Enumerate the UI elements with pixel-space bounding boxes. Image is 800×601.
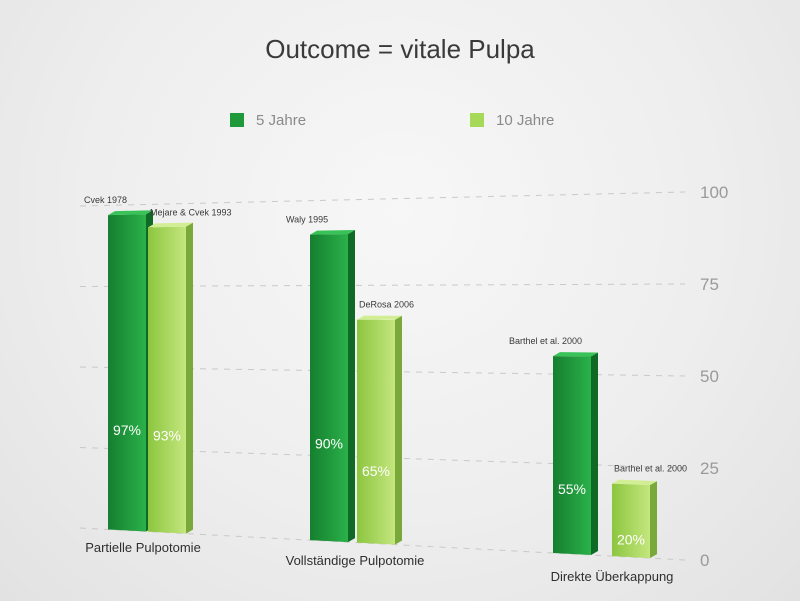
bar-5-jahre-vollstaendige-side bbox=[348, 230, 355, 543]
bar-5-jahre-partielle-top bbox=[108, 210, 153, 216]
legend-swatch-5-jahre bbox=[230, 113, 244, 127]
legend-swatch-10-jahre bbox=[470, 113, 484, 127]
bar-10-jahre-vollstaendige-top bbox=[357, 315, 402, 320]
bar-10-jahre-partielle bbox=[148, 226, 186, 534]
bar-5-jahre-partielle bbox=[108, 214, 146, 532]
source-label-5-jahre-vollstaendige: Waly 1995 bbox=[286, 215, 328, 225]
bar-5-jahre-direkte bbox=[553, 356, 591, 556]
y-tick-label-0: 0 bbox=[700, 551, 709, 570]
value-label-10-jahre-vollstaendige: 65% bbox=[362, 463, 390, 479]
bar-10-jahre-partielle-side bbox=[186, 222, 193, 534]
gridline-100 bbox=[79, 191, 686, 207]
bar-10-jahre-vollstaendige bbox=[357, 319, 395, 545]
bar-10-jahre-direkte-side bbox=[650, 481, 657, 559]
bar-5-jahre-direkte-top bbox=[553, 352, 598, 357]
bar-10-jahre-direkte-top bbox=[612, 479, 657, 486]
value-label-5-jahre-partielle: 97% bbox=[113, 422, 141, 438]
category-label-vollstaendige: Vollständige Pulpotomie bbox=[286, 553, 425, 568]
source-label-5-jahre-direkte: Barthel et al. 2000 bbox=[509, 336, 582, 346]
y-tick-label-25: 25 bbox=[700, 459, 719, 478]
category-label-partielle: Partielle Pulpotomie bbox=[85, 540, 201, 555]
source-label-10-jahre-vollstaendige: DeRosa 2006 bbox=[359, 300, 414, 310]
value-label-10-jahre-direkte: 20% bbox=[617, 531, 645, 547]
category-label-direkte: Direkte Überkappung bbox=[551, 569, 674, 584]
legend-label-10-jahre: 10 Jahre bbox=[496, 111, 555, 129]
y-tick-label-50: 50 bbox=[700, 367, 719, 386]
value-label-5-jahre-vollstaendige: 90% bbox=[315, 436, 343, 452]
bar-10-jahre-vollstaendige-side bbox=[395, 315, 402, 545]
source-label-5-jahre-partielle: Cvek 1978 bbox=[84, 195, 127, 205]
y-tick-label-75: 75 bbox=[700, 275, 719, 294]
bar-5-jahre-direkte-side bbox=[591, 352, 598, 556]
bar-5-jahre-vollstaendige-top bbox=[310, 230, 355, 235]
legend-item-5-jahre: 5 Jahre bbox=[230, 110, 306, 130]
value-label-10-jahre-partielle: 93% bbox=[153, 427, 181, 443]
value-label-5-jahre-direkte: 55% bbox=[558, 481, 586, 497]
legend-item-10-jahre: 10 Jahre bbox=[470, 110, 554, 130]
legend-label-5-jahre: 5 Jahre bbox=[256, 111, 307, 129]
y-tick-label-100: 100 bbox=[700, 183, 728, 202]
bar-5-jahre-vollstaendige bbox=[310, 234, 348, 543]
bar-10-jahre-partielle-top bbox=[148, 222, 193, 228]
source-label-10-jahre-direkte: Barthel et al. 2000 bbox=[614, 464, 687, 474]
chart-title: Outcome = vitale Pulpa bbox=[265, 34, 535, 64]
bar-10-jahre-direkte bbox=[612, 483, 650, 559]
source-label-10-jahre-partielle: Mejare & Cvek 1993 bbox=[150, 207, 232, 217]
